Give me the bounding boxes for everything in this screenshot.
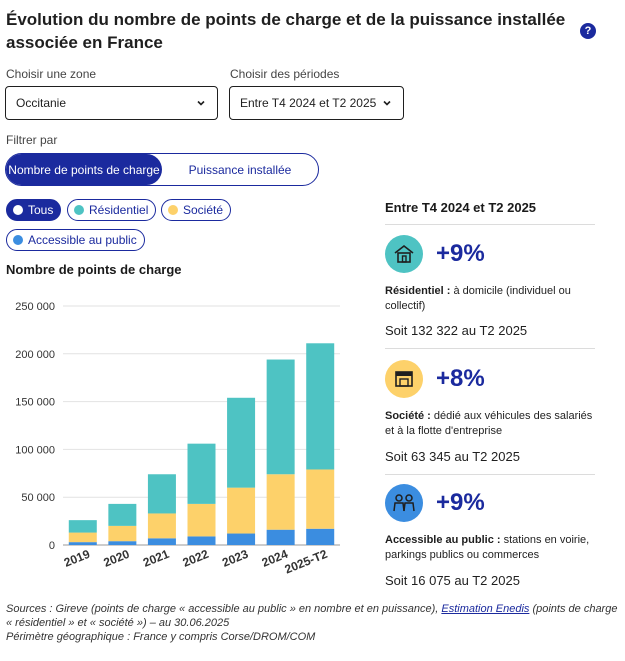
bar-segment[interactable] (147, 474, 176, 514)
public-total: Soit 16 075 au T2 2025 (385, 573, 520, 588)
metric-toggle: Nombre de points de charge Puissance ins… (5, 153, 319, 186)
building-icon (385, 360, 423, 398)
bar-segment[interactable] (227, 487, 256, 534)
page-title: Évolution du nombre de points de charge … (6, 10, 566, 52)
y-tick-label: 50 000 (21, 492, 55, 504)
estimation-enedis-link[interactable]: Estimation Enedis (441, 603, 530, 615)
x-tick-label: 2020 (101, 547, 131, 570)
bar-segment[interactable] (108, 525, 137, 542)
chevron-down-icon (383, 100, 391, 106)
bar-segment[interactable] (266, 474, 295, 530)
dot-icon (13, 205, 23, 215)
y-tick-label: 100 000 (15, 444, 55, 456)
bar-segment[interactable] (266, 359, 295, 475)
stacked-bar-chart: 0 50 000 100 000 150 000 200 000 250 000 2019 2… (15, 301, 340, 577)
bar-segment[interactable] (306, 528, 335, 545)
x-tick-label: 2022 (181, 547, 211, 570)
bar-segment[interactable] (227, 397, 256, 488)
societe-total: Soit 63 345 au T2 2025 (385, 449, 520, 464)
public-desc: Accessible au public : stations en voiri… (385, 534, 590, 561)
period-select[interactable]: Entre T4 2024 et T2 2025 (229, 86, 404, 120)
y-tick-label: 150 000 (15, 397, 55, 409)
period-select-value: Entre T4 2024 et T2 2025 (240, 96, 377, 110)
y-tick-label: 200 000 (15, 349, 55, 361)
chip-tous-label: Tous (28, 203, 54, 217)
filter-label: Filtrer par (6, 133, 58, 147)
chip-accessible-public[interactable]: Accessible au public (6, 229, 145, 251)
residentiel-desc: Résidentiel : à domicile (individuel ou … (385, 285, 571, 312)
bar-segment[interactable] (266, 529, 295, 545)
sources-text-end: (points de charge « résidentiel » et « s… (6, 603, 618, 629)
bar-segment[interactable] (108, 503, 137, 526)
toggle-points-de-charge[interactable]: Nombre de points de charge (6, 154, 162, 185)
people-icon (385, 484, 423, 522)
bar-segment[interactable] (227, 533, 256, 545)
bar-segment[interactable] (187, 503, 216, 537)
societe-desc: Société : dédié aux véhicules des salari… (385, 410, 593, 437)
x-tick-label: 2025-T2 (283, 547, 330, 577)
footer-sources: Sources : Gireve (points de charge « acc… (6, 602, 618, 644)
divider (385, 348, 595, 349)
bar-segment[interactable] (147, 538, 176, 545)
chip-public-label: Accessible au public (28, 233, 137, 247)
chip-tous[interactable]: Tous (6, 199, 62, 221)
x-tick-label: 2021 (141, 547, 171, 570)
public-pct: +9% (436, 489, 485, 516)
bar-segment[interactable] (147, 513, 176, 539)
x-tick-label: 2019 (62, 547, 92, 570)
summary-heading: Entre T4 2024 et T2 2025 (385, 200, 537, 215)
bar-segment[interactable] (187, 443, 216, 504)
divider (385, 474, 595, 475)
chip-societe[interactable]: Société (161, 199, 232, 221)
bar-segment[interactable] (68, 542, 97, 545)
chip-residentiel-label: Résidentiel (89, 203, 149, 217)
period-label: Choisir des périodes (230, 67, 340, 81)
chip-residentiel[interactable]: Résidentiel (67, 199, 157, 221)
chevron-down-icon (197, 100, 205, 106)
y-tick-label: 250 000 (15, 301, 55, 313)
perimetre-text: Périmètre géographique : France y compri… (6, 631, 316, 643)
sources-text: Sources : Gireve (points de charge « acc… (6, 603, 442, 615)
zone-label: Choisir une zone (6, 67, 97, 81)
chip-societe-label: Société (183, 203, 224, 217)
chart-title: Nombre de points de charge (6, 262, 182, 277)
help-icon[interactable]: ? (580, 23, 596, 39)
dot-icon (168, 205, 178, 215)
bar-segment[interactable] (306, 469, 335, 529)
bar-segment[interactable] (187, 536, 216, 545)
bar-segment[interactable] (68, 532, 97, 543)
dot-icon (13, 235, 23, 245)
residentiel-pct: +9% (436, 240, 485, 267)
house-icon (385, 235, 423, 273)
bar-segment[interactable] (68, 520, 97, 533)
y-tick-label: 0 (49, 540, 55, 552)
societe-pct: +8% (436, 365, 485, 392)
bar-segment[interactable] (306, 343, 335, 470)
toggle-puissance-installee[interactable]: Puissance installée (188, 162, 292, 177)
residentiel-total: Soit 132 322 au T2 2025 (385, 323, 528, 338)
zone-select-value: Occitanie (16, 96, 67, 110)
dot-icon (74, 205, 84, 215)
zone-select[interactable]: Occitanie (5, 86, 218, 120)
x-tick-label: 2023 (220, 547, 250, 570)
bar-segment[interactable] (108, 541, 137, 545)
divider (385, 224, 595, 225)
